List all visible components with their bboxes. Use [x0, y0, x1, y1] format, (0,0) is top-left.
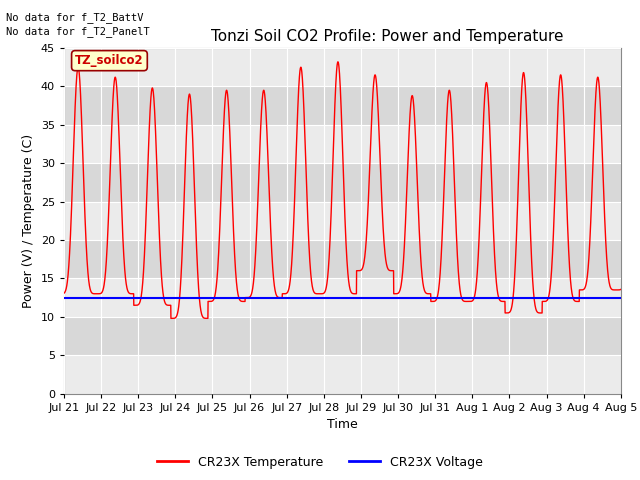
- X-axis label: Time: Time: [327, 418, 358, 431]
- Bar: [64, 163, 621, 202]
- Bar: [64, 278, 621, 317]
- Text: No data for f_T2_BattV: No data for f_T2_BattV: [6, 12, 144, 23]
- Bar: [64, 317, 621, 355]
- Bar: [64, 86, 621, 125]
- Title: Tonzi Soil CO2 Profile: Power and Temperature: Tonzi Soil CO2 Profile: Power and Temper…: [211, 29, 563, 44]
- Legend: CR23X Temperature, CR23X Voltage: CR23X Temperature, CR23X Voltage: [152, 451, 488, 474]
- Bar: [64, 125, 621, 163]
- Y-axis label: Power (V) / Temperature (C): Power (V) / Temperature (C): [22, 134, 35, 308]
- Bar: [64, 202, 621, 240]
- Text: No data for f_T2_PanelT: No data for f_T2_PanelT: [6, 26, 150, 37]
- Text: TZ_soilco2: TZ_soilco2: [75, 54, 144, 67]
- Bar: [64, 355, 621, 394]
- Bar: [64, 240, 621, 278]
- Bar: [64, 48, 621, 86]
